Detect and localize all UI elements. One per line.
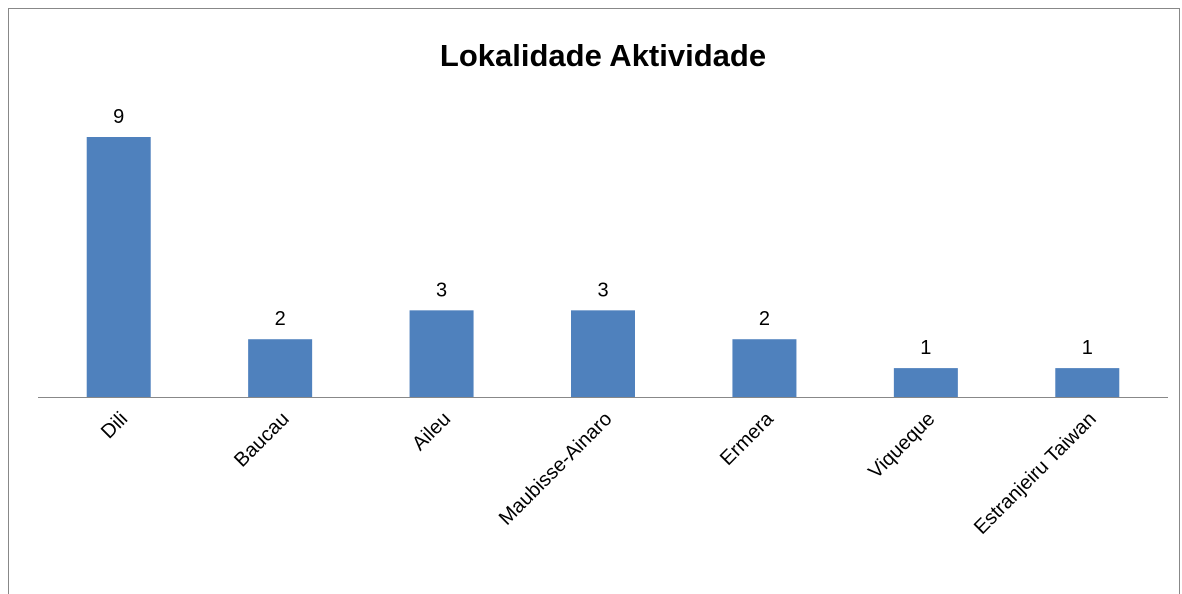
bar	[1055, 368, 1120, 397]
data-label: 2	[275, 308, 286, 330]
data-label: 3	[436, 279, 447, 301]
bar	[893, 368, 958, 397]
bar	[571, 310, 635, 397]
chart-title: Lokalidade Aktividade	[440, 38, 766, 73]
data-label: 1	[920, 337, 931, 359]
data-label: 9	[113, 106, 124, 128]
bar	[248, 339, 313, 397]
bar	[86, 137, 151, 397]
chart-border	[8, 8, 1180, 594]
data-label: 2	[759, 308, 770, 330]
bar	[409, 310, 474, 397]
data-label: 1	[1082, 337, 1093, 359]
data-label: 3	[597, 279, 608, 301]
bar	[732, 339, 797, 397]
